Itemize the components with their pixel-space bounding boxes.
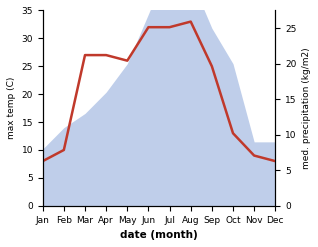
Y-axis label: max temp (C): max temp (C) — [7, 77, 16, 139]
Y-axis label: med. precipitation (kg/m2): med. precipitation (kg/m2) — [302, 47, 311, 169]
X-axis label: date (month): date (month) — [120, 230, 198, 240]
